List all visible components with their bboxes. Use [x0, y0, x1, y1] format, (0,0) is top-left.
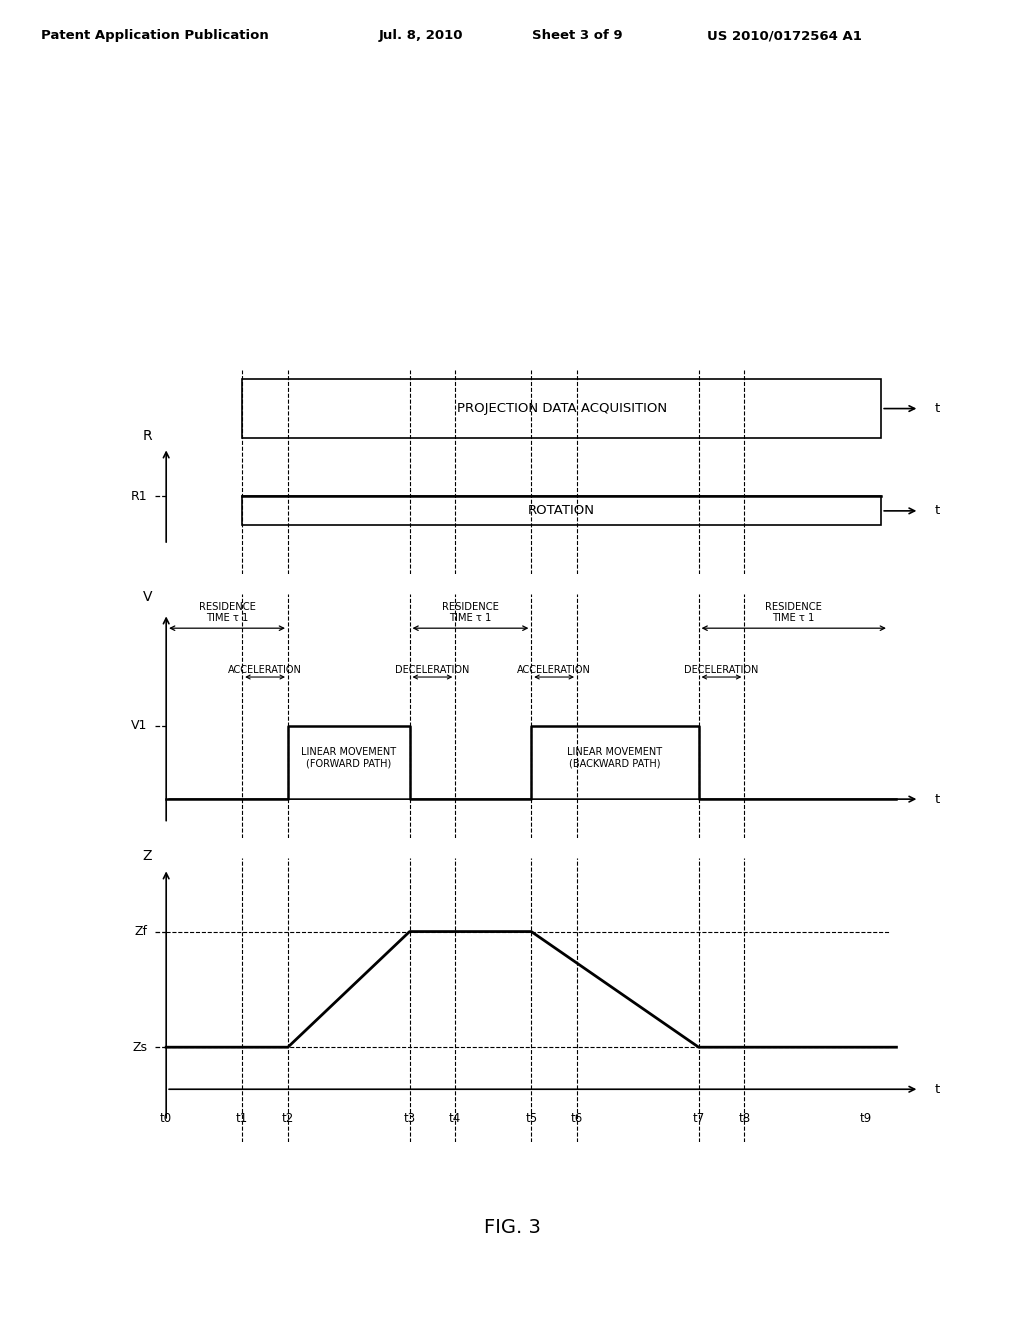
Text: DECELERATION: DECELERATION [395, 664, 470, 675]
Text: RESIDENCE
TIME τ 1: RESIDENCE TIME τ 1 [765, 602, 822, 623]
Text: t: t [935, 504, 940, 517]
Text: V1: V1 [131, 719, 147, 733]
Text: ROTATION: ROTATION [528, 504, 595, 517]
Bar [243, 496, 882, 525]
Text: RESIDENCE
TIME τ 1: RESIDENCE TIME τ 1 [442, 602, 499, 623]
Text: t7: t7 [692, 1113, 705, 1126]
Text: Patent Application Publication: Patent Application Publication [41, 29, 268, 42]
Text: ACCELERATION: ACCELERATION [517, 664, 591, 675]
Text: t: t [935, 403, 940, 414]
Text: t5: t5 [525, 1113, 538, 1126]
Text: t9: t9 [860, 1113, 872, 1126]
Text: RESIDENCE
TIME τ 1: RESIDENCE TIME τ 1 [199, 602, 255, 623]
Text: R: R [142, 429, 152, 442]
Text: V: V [142, 590, 152, 603]
Text: t3: t3 [403, 1113, 416, 1126]
Text: R1: R1 [130, 490, 147, 503]
Text: t8: t8 [738, 1113, 751, 1126]
Text: t: t [935, 792, 940, 805]
Text: Sheet 3 of 9: Sheet 3 of 9 [532, 29, 624, 42]
Text: Z: Z [142, 849, 152, 863]
Text: t: t [935, 1082, 940, 1096]
Text: Jul. 8, 2010: Jul. 8, 2010 [379, 29, 464, 42]
Text: US 2010/0172564 A1: US 2010/0172564 A1 [707, 29, 861, 42]
Text: Zf: Zf [134, 925, 147, 939]
Text: t1: t1 [237, 1113, 249, 1126]
Text: t4: t4 [450, 1113, 462, 1126]
Text: LINEAR MOVEMENT
(BACKWARD PATH): LINEAR MOVEMENT (BACKWARD PATH) [567, 747, 663, 768]
Text: t2: t2 [282, 1113, 294, 1126]
Text: t0: t0 [160, 1113, 172, 1126]
Bar [243, 379, 882, 438]
Text: Zs: Zs [132, 1040, 147, 1053]
Text: FIG. 3: FIG. 3 [483, 1218, 541, 1237]
Text: ACCELERATION: ACCELERATION [228, 664, 302, 675]
Text: PROJECTION DATA ACQUISITION: PROJECTION DATA ACQUISITION [457, 403, 667, 414]
Text: LINEAR MOVEMENT
(FORWARD PATH): LINEAR MOVEMENT (FORWARD PATH) [301, 747, 396, 768]
Text: t6: t6 [570, 1113, 583, 1126]
Text: DECELERATION: DECELERATION [684, 664, 759, 675]
